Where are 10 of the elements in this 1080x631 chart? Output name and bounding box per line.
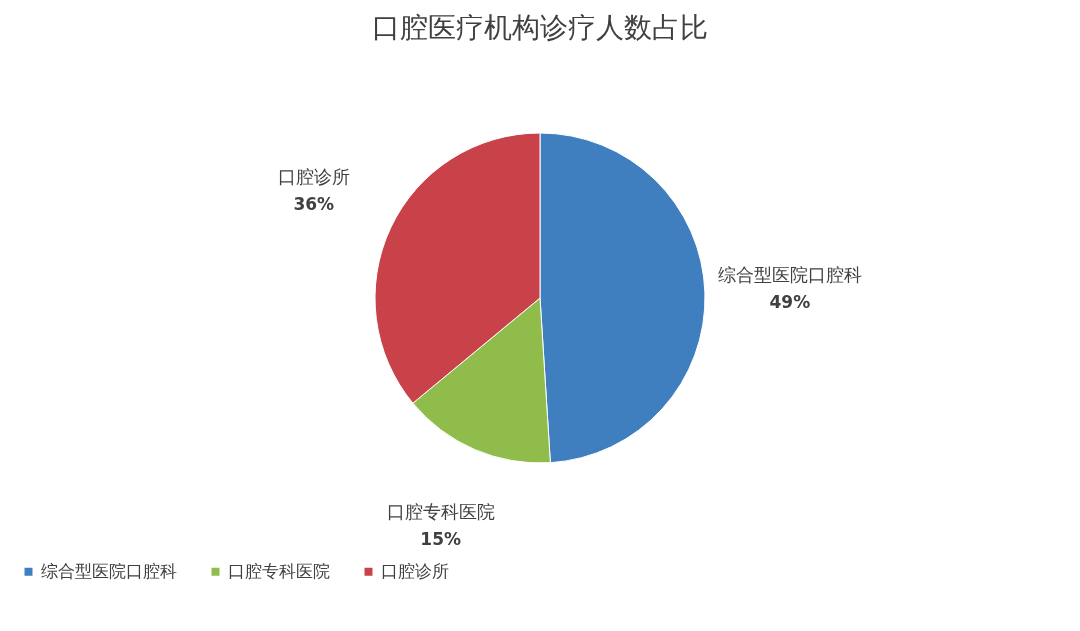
slice-label: 口腔专科医院 <box>386 501 495 523</box>
legend-label: 综合型医院口腔科 <box>41 560 177 581</box>
legend-label: 口腔专科医院 <box>228 560 330 581</box>
slice-label: 口腔诊所 <box>277 165 350 187</box>
slice-label: 综合型医院口腔科 <box>717 264 862 286</box>
data-label: 36% <box>293 193 335 214</box>
data-label: 49% <box>769 292 811 313</box>
data-label: 15% <box>420 529 462 550</box>
chart-title: 口腔医疗机构诊疗人数占比 <box>372 11 708 44</box>
legend-label: 口腔诊所 <box>381 560 449 581</box>
